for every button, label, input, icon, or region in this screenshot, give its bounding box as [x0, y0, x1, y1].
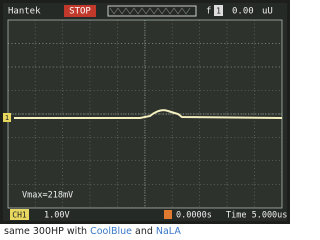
channel: CH1 — [12, 211, 27, 220]
trigger-position: 0.0000s — [176, 211, 212, 221]
page: Hantek STOP f 1 0.00 uU 1 Vmax=218mV CH1… — [0, 0, 290, 240]
caption-joiner: and — [135, 226, 153, 237]
trigger-icon: f — [206, 7, 211, 17]
measurement: Vmax=218mV — [22, 191, 73, 201]
trigger-channel: 1 — [216, 7, 221, 16]
channel-scale: 1.00V — [44, 211, 70, 221]
scope-photo: Hantek STOP f 1 0.00 uU 1 Vmax=218mV CH1… — [0, 0, 290, 224]
caption-text: same 300HP with — [4, 226, 87, 237]
caption-link[interactable]: CoolBlue — [90, 226, 132, 237]
caption-link[interactable]: NaLA — [156, 226, 181, 237]
timebase: Time 5.000us — [226, 211, 287, 221]
trigger-unit: uU — [262, 7, 273, 17]
trigger-level: 0.00 — [232, 7, 254, 17]
channel-marker: 1 — [5, 114, 9, 122]
status: STOP — [69, 7, 91, 17]
brand: Hantek — [8, 7, 41, 17]
trigger-position-icon — [164, 210, 172, 219]
